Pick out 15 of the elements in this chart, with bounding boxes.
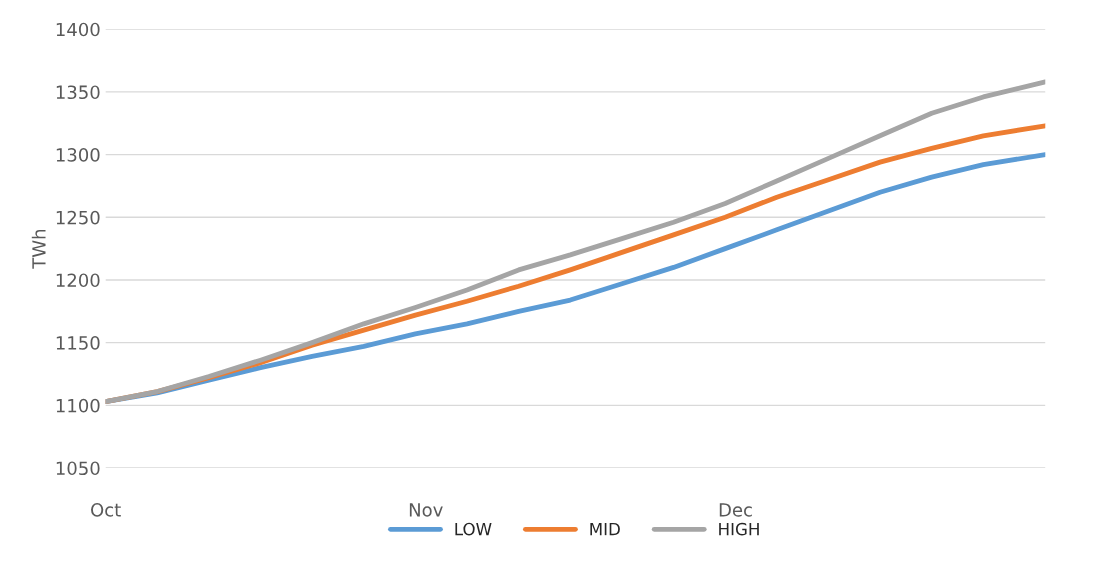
- legend-label: LOW: [455, 522, 492, 536]
- x-tick-label: Nov: [409, 503, 443, 517]
- legend-label: HIGH: [719, 522, 759, 536]
- x-tick-label: Dec: [719, 503, 752, 517]
- y-tick-label: 1150: [56, 336, 100, 350]
- y-tick-label: 1100: [56, 398, 100, 413]
- y-axis-title: TWh: [31, 229, 46, 269]
- y-tick-label: 1250: [56, 210, 100, 225]
- y-tick-label: 1400: [56, 22, 100, 37]
- x-tick-label: Oct: [91, 503, 121, 517]
- legend-label: MID: [590, 523, 620, 536]
- y-tick-label: 1050: [56, 461, 100, 476]
- y-tick-label: 1300: [56, 148, 100, 162]
- y-tick-label: 1200: [56, 273, 100, 288]
- y-tick-label: 1350: [56, 85, 100, 100]
